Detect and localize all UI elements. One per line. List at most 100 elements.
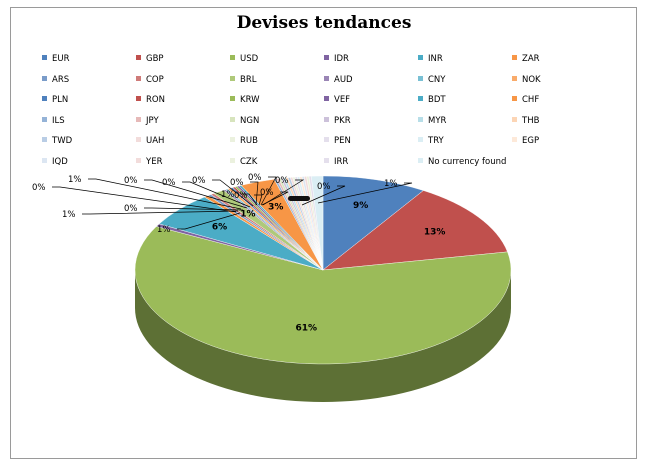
legend-swatch — [230, 116, 235, 122]
pie-slice-gbp — [322, 190, 508, 271]
legend-label: NOK — [522, 74, 541, 85]
legend-item: IRR — [324, 155, 348, 169]
leader-line — [52, 186, 237, 213]
legend-label: TRY — [428, 136, 444, 146]
legend-swatch — [230, 55, 235, 60]
legend-item: KRW — [230, 93, 260, 107]
legend-swatch — [230, 96, 235, 101]
legend-label: EGP — [522, 136, 540, 146]
pie-side-usd — [135, 270, 511, 402]
legend-label: ILS — [52, 115, 65, 126]
pie-slice-usd — [134, 226, 512, 365]
legend-swatch — [324, 137, 329, 142]
leader-line — [261, 191, 289, 206]
pie-slice-eur — [322, 175, 424, 271]
legend-swatch — [418, 137, 423, 142]
legend-swatch — [418, 96, 423, 101]
leader-line — [262, 179, 305, 206]
legend-item: VEF — [324, 93, 350, 107]
legend-item: MYR — [418, 114, 446, 128]
chart-title: Devises tendances — [236, 13, 412, 33]
leader-line — [260, 176, 277, 206]
legend-swatch — [136, 75, 141, 81]
legend-label: EUR — [52, 54, 70, 64]
outside-label: 0% — [124, 204, 138, 214]
legend-label: RON — [146, 95, 165, 105]
legend-item: CZK — [230, 155, 257, 169]
leader-line — [250, 181, 259, 206]
legend-swatch — [136, 116, 141, 122]
leader-line — [182, 181, 251, 208]
leader-line — [144, 207, 244, 211]
legend-swatch — [324, 157, 329, 163]
legend-swatch — [42, 96, 47, 101]
legend-label: CHF — [522, 95, 540, 105]
legend-swatch — [136, 137, 141, 142]
data-label: 61% — [296, 324, 318, 334]
legend-item: YER — [136, 155, 162, 169]
legend-label: VEF — [334, 95, 351, 105]
legend-swatch — [512, 116, 517, 122]
legend-item: ZAR — [512, 52, 540, 66]
legend-label: MYR — [428, 115, 447, 126]
legend-item: BRL — [230, 73, 256, 87]
legend-item: COP — [136, 73, 164, 87]
legend-label: RUB — [240, 136, 258, 146]
legend-swatch — [418, 157, 423, 163]
outside-labels: 1%0%1%0%1% 0% 0% 0% 0%1% 0%0%0%0%0% 1% — [32, 173, 413, 235]
outside-label: 0% — [234, 191, 248, 201]
legend-label: INR — [428, 54, 443, 64]
leader-line — [82, 210, 239, 215]
legend-item: UAH — [136, 134, 164, 148]
legend-swatch — [324, 55, 329, 60]
legend-swatch — [136, 96, 141, 101]
legend-swatch — [512, 55, 517, 60]
legend-label: IRR — [334, 156, 349, 167]
legend-swatch — [512, 75, 517, 81]
data-labels: 9% 13% 61% 6% 1% 3% — [212, 201, 446, 334]
legend-swatch — [512, 137, 517, 142]
legend-swatch — [324, 75, 329, 81]
pie-sides — [135, 270, 511, 402]
legend-item: EGP — [512, 134, 539, 148]
callout-marker — [288, 196, 310, 201]
outside-label: 1% — [62, 210, 76, 220]
legend-label: No currency found — [428, 156, 507, 167]
legend-item: AUD — [324, 73, 353, 87]
legend-swatch — [42, 116, 47, 122]
legend-swatch — [136, 55, 141, 60]
legend-label: BRL — [240, 74, 257, 85]
legend-swatch — [324, 96, 329, 101]
legend-item: IDR — [324, 52, 349, 66]
legend-item: PLN — [42, 93, 68, 107]
legend-item: PEN — [324, 134, 351, 148]
legend-swatch — [512, 96, 517, 101]
outside-label: 1% — [157, 225, 171, 235]
outside-label: 0% — [317, 182, 331, 192]
leader-line — [177, 212, 241, 230]
legend-label: IQD — [52, 156, 68, 167]
data-label: 1% — [240, 210, 255, 220]
legend-label: BDT — [428, 95, 446, 105]
data-label: 13% — [424, 228, 446, 238]
legend-label: TWD — [52, 136, 73, 146]
legend-swatch — [136, 157, 141, 163]
legend-label: CNY — [428, 74, 446, 85]
leader-line — [317, 182, 413, 204]
leader-line — [88, 178, 242, 210]
legend-label: CZK — [240, 156, 258, 167]
legend-label: USD — [240, 54, 259, 64]
pie-top — [134, 175, 512, 365]
legend-item: IQD — [42, 155, 68, 169]
legend-item: RON — [136, 93, 165, 107]
legend-item: No currency found — [418, 155, 506, 169]
leader-line — [241, 193, 258, 206]
legend-item: ARS — [42, 73, 69, 87]
legend-swatch — [418, 55, 423, 60]
outside-label: 0% — [230, 178, 244, 188]
legend-label: JPY — [146, 115, 159, 126]
data-label: 6% — [212, 222, 227, 232]
legend-label: AUD — [334, 74, 353, 85]
outside-label: 0% — [162, 178, 176, 188]
legend-item: NGN — [230, 114, 259, 128]
